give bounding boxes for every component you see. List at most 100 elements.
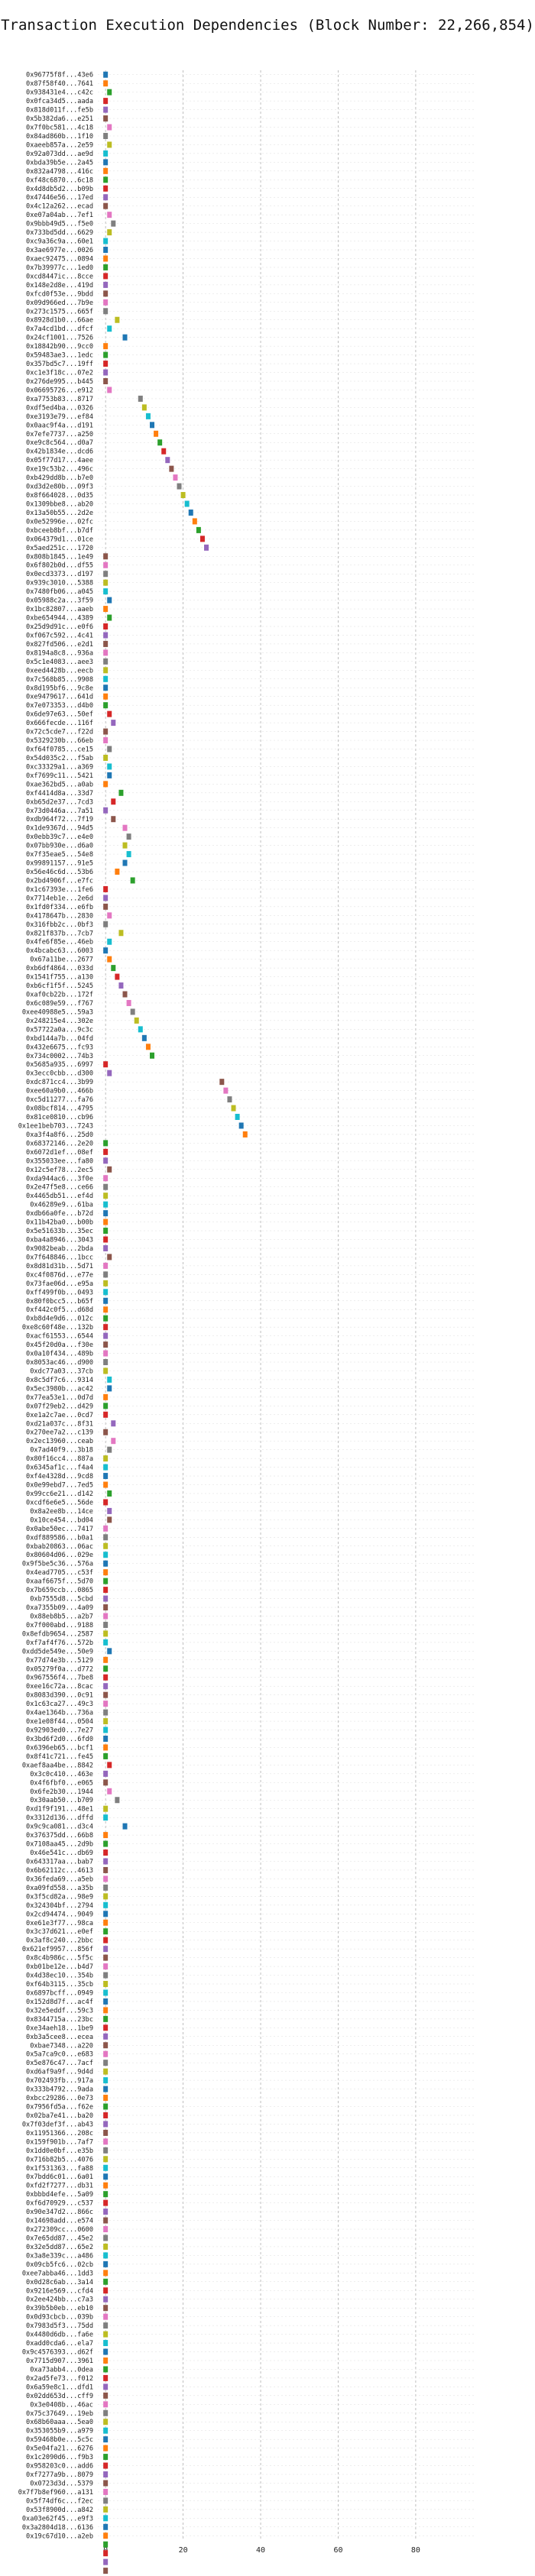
y-tick-label: 0x8928d1b0...66ae [26,317,93,325]
data-point [103,238,109,244]
data-point [103,1832,109,1839]
data-point [103,2042,109,2049]
y-tick-label: 0x13a50b55...2d2e [26,510,93,517]
y-tick-label: 0x75c37649...19eb [26,2410,93,2418]
y-tick-label: 0xb01be12e...b4d7 [26,1963,93,1971]
data-point [103,2217,109,2224]
data-point [103,1866,109,1873]
axis-layer: 0204060800x96775f8f...43e60x87f58f40...7… [18,72,420,2555]
y-tick-label: 0x148e2d8e...419d [26,282,93,290]
y-tick-label: 0x1c63ca27...49c3 [26,1701,93,1708]
y-tick-label: 0x276de995...b445 [26,378,93,386]
y-tick-label: 0x7a4cd1bd...dfcf [26,325,93,333]
data-point [111,798,116,805]
y-tick-label: 0x7715d907...3961 [26,2358,93,2365]
data-point [103,1744,109,1751]
data-point [115,316,120,323]
data-point [111,1420,116,1427]
data-point [103,781,109,788]
data-point [169,465,174,472]
y-tick-label: 0xe9479617...641d [26,694,93,701]
y-tick-label: 0x8f664028...0d35 [26,492,93,500]
data-point [107,212,112,218]
y-tick-label: 0x7480fb06...a045 [26,588,93,596]
y-tick-label: 0x7714eb1e...2e6d [26,895,93,902]
data-point [103,2278,109,2285]
y-tick-label: 0x96775f8f...43e6 [26,72,93,79]
data-point [103,132,109,139]
data-point [103,1367,109,1374]
y-tick-label: 0x3ae6977e...0026 [26,247,93,254]
y-tick-label: 0x0d93cbcb...039b [26,2314,93,2322]
data-point [103,737,109,744]
y-tick-label: 0x621ef9957...856f [22,1946,93,1953]
y-tick-label: 0x6fe2b30...1944 [30,1788,93,1796]
y-tick-label: 0x3e0408b...46ac [30,2401,93,2409]
y-tick-label: 0x2e47f5e8...ce66 [26,1184,93,1192]
y-tick-label: 0xbab20863...06ac [26,1543,93,1551]
y-tick-label: 0x07f29eb2...d429 [26,1403,93,1410]
data-point [103,1779,109,1786]
data-point [103,2409,109,2416]
y-tick-label: 0x7bdd6c01...6a01 [26,2173,93,2181]
x-tick-label: 80 [411,2546,420,2555]
y-tick-label: 0x18842b90...9cc0 [26,343,93,351]
data-point [103,623,109,629]
y-tick-label: 0xbae7348...a220 [30,2042,93,2050]
y-tick-label: 0x80604d06...029e [26,1552,93,1559]
data-point [103,2462,109,2469]
data-point [115,973,120,980]
y-tick-label: 0x5ec3980b...ac42 [26,1385,93,1393]
data-point [173,474,178,481]
y-tick-label: 0x5e876c47...7acf [26,2060,93,2067]
y-tick-label: 0x77d74e3b...5129 [26,1657,93,1665]
y-tick-label: 0x32e5dd87...65e2 [26,2244,93,2251]
y-tick-label: 0x5aed251c...1720 [26,545,93,552]
y-tick-label: 0xbda39b5e...2a45 [26,159,93,167]
data-point [103,2305,109,2312]
data-point [103,2164,109,2171]
y-tick-label: 0x3c37d621...e0ef [26,1928,93,1936]
y-tick-label: 0x7efe7737...a250 [26,431,93,439]
data-point [103,2086,109,2092]
y-tick-label: 0xc5d11277...fa76 [26,1096,93,1104]
data-point [103,1061,109,1068]
data-point [103,194,109,201]
data-point [103,2015,109,2022]
y-tick-label: 0x19c67d10...a2eb [26,2532,93,2540]
y-tick-label: 0xaf0cb22b...172f [26,992,93,999]
data-point [103,2541,109,2548]
data-point [103,1928,109,1935]
y-tick-label: 0x967556f4...7be8 [26,1675,93,1682]
data-point [103,1954,109,1961]
y-tick-label: 0xba4a8946...3043 [26,1237,93,1244]
data-point [103,1297,109,1304]
data-point [103,1210,109,1217]
y-tick-label: 0x3af8c240...2bbc [26,1937,93,1945]
y-tick-label: 0x818d011f...fe5b [26,107,93,115]
y-tick-label: 0x7e65dd87...45e2 [26,2235,93,2242]
data-point [118,982,124,989]
data-point [188,509,193,516]
data-point [111,965,116,972]
y-tick-label: 0x7c568b85...9908 [26,676,93,684]
y-tick-label: 0x8efdb9654...2587 [22,1630,93,1638]
data-point [103,1464,109,1471]
y-tick-label: 0x12c5ef78...2ec5 [26,1167,93,1174]
y-tick-label: 0x11951366...208c [26,2130,93,2137]
data-point [103,1411,109,1418]
data-point [103,640,109,647]
y-tick-label: 0x734c0002...74b3 [26,1053,93,1060]
data-point [103,361,109,367]
y-tick-label: 0x30aab50...b709 [30,1797,93,1804]
y-tick-label: 0x68372146...2e20 [26,1140,93,1147]
data-point [150,422,155,429]
y-tick-label: 0x0ebb39c7...e4e0 [26,833,93,841]
y-tick-label: 0xd21a037c...8f31 [26,1420,93,1428]
y-tick-label: 0x4178647b...2830 [26,912,93,920]
data-point [103,98,109,105]
y-tick-label: 0xe07a04ab...7ef1 [26,212,93,219]
y-tick-label: 0x808b1845...1e49 [26,553,93,561]
y-tick-label: 0x14698add...e574 [26,2218,93,2225]
data-point [103,247,109,254]
